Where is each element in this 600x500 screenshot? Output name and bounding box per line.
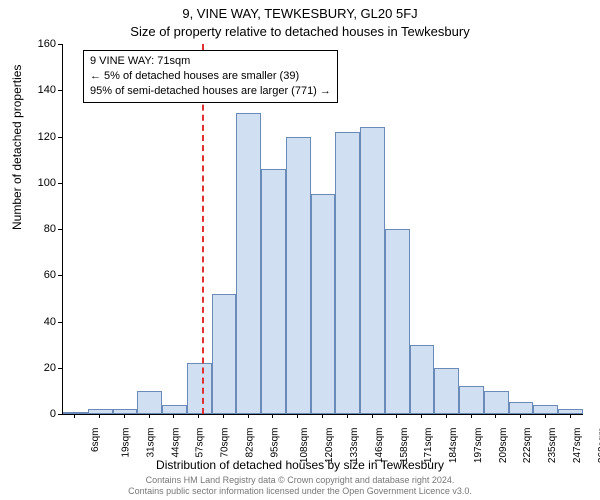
y-tick-mark — [58, 414, 62, 415]
histogram-bar — [558, 409, 583, 414]
histogram-bar — [113, 409, 138, 414]
x-tick-mark — [545, 414, 546, 418]
footer-line-2: Contains public sector information licen… — [0, 486, 600, 497]
footer: Contains HM Land Registry data © Crown c… — [0, 475, 600, 497]
histogram-bar — [360, 127, 385, 414]
histogram-bar — [286, 137, 311, 415]
x-tick-label: 19sqm — [121, 428, 132, 458]
x-tick-mark — [471, 414, 472, 418]
y-tick-mark — [58, 44, 62, 45]
histogram-bar — [385, 229, 410, 414]
x-tick-mark — [520, 414, 521, 418]
chart-container: 9, VINE WAY, TEWKESBURY, GL20 5FJ Size o… — [0, 0, 600, 500]
y-tick-label: 60 — [26, 269, 56, 281]
chart-title-1: 9, VINE WAY, TEWKESBURY, GL20 5FJ — [0, 6, 600, 21]
histogram-bar — [335, 132, 360, 414]
x-tick-mark — [421, 414, 422, 418]
y-tick-mark — [58, 90, 62, 91]
y-tick-label: 120 — [26, 131, 56, 143]
y-tick-label: 160 — [26, 38, 56, 50]
y-tick-mark — [58, 183, 62, 184]
x-tick-mark — [74, 414, 75, 418]
histogram-bar — [236, 113, 261, 414]
x-tick-mark — [446, 414, 447, 418]
info-line-2: ← 5% of detached houses are smaller (39) — [90, 69, 331, 84]
x-tick-label: 6sqm — [90, 428, 101, 452]
plot-area: 9 VINE WAY: 71sqm ← 5% of detached house… — [62, 44, 583, 415]
x-tick-mark — [223, 414, 224, 418]
x-tick-mark — [570, 414, 571, 418]
histogram-bar — [137, 391, 162, 414]
histogram-bar — [484, 391, 509, 414]
x-tick-mark — [272, 414, 273, 418]
x-tick-mark — [347, 414, 348, 418]
histogram-bar — [533, 405, 558, 414]
histogram-bar — [509, 402, 534, 414]
histogram-bar — [459, 386, 484, 414]
histogram-bar — [187, 363, 212, 414]
x-tick-mark — [495, 414, 496, 418]
info-line-3: 95% of semi-detached houses are larger (… — [90, 84, 331, 99]
y-tick-mark — [58, 368, 62, 369]
y-tick-label: 40 — [26, 316, 56, 328]
y-tick-label: 20 — [26, 362, 56, 374]
info-line-1: 9 VINE WAY: 71sqm — [90, 54, 331, 69]
y-tick-mark — [58, 275, 62, 276]
x-tick-mark — [124, 414, 125, 418]
chart-title-2: Size of property relative to detached ho… — [0, 24, 600, 39]
x-tick-label: 95sqm — [269, 428, 280, 458]
histogram-bar — [311, 194, 336, 414]
histogram-bar — [63, 412, 88, 414]
x-tick-mark — [198, 414, 199, 418]
x-tick-mark — [372, 414, 373, 418]
y-tick-label: 80 — [26, 223, 56, 235]
x-tick-mark — [322, 414, 323, 418]
x-tick-label: 31sqm — [145, 428, 156, 458]
histogram-bar — [410, 345, 435, 414]
info-box: 9 VINE WAY: 71sqm ← 5% of detached house… — [83, 50, 338, 103]
y-tick-mark — [58, 322, 62, 323]
y-tick-label: 140 — [26, 84, 56, 96]
y-tick-mark — [58, 137, 62, 138]
x-tick-mark — [248, 414, 249, 418]
x-axis-label: Distribution of detached houses by size … — [0, 458, 600, 472]
x-tick-mark — [396, 414, 397, 418]
x-tick-label: 70sqm — [220, 428, 231, 458]
x-tick-label: 57sqm — [195, 428, 206, 458]
y-tick-mark — [58, 229, 62, 230]
histogram-bar — [162, 405, 187, 414]
histogram-bar — [261, 169, 286, 414]
x-tick-mark — [99, 414, 100, 418]
x-tick-mark — [149, 414, 150, 418]
histogram-bar — [434, 368, 459, 414]
x-tick-mark — [297, 414, 298, 418]
x-tick-label: 82sqm — [244, 428, 255, 458]
y-tick-label: 100 — [26, 177, 56, 189]
histogram-bar — [212, 294, 237, 414]
footer-line-1: Contains HM Land Registry data © Crown c… — [0, 475, 600, 486]
x-tick-label: 44sqm — [170, 428, 181, 458]
y-tick-label: 0 — [26, 408, 56, 420]
x-tick-mark — [173, 414, 174, 418]
y-axis-label: Number of detached properties — [10, 65, 24, 230]
